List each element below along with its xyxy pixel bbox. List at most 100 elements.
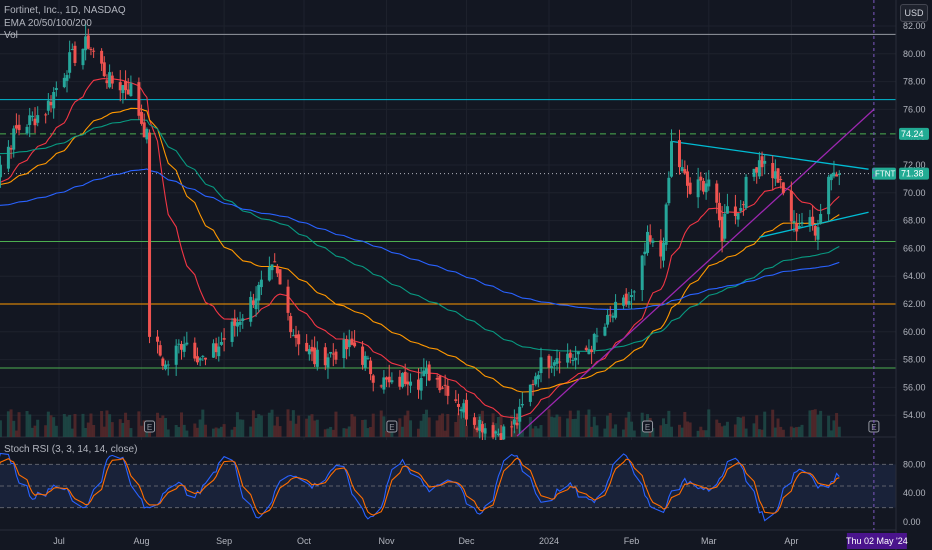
volume-bar bbox=[795, 427, 799, 437]
volume-bar bbox=[438, 415, 442, 437]
candle-body bbox=[608, 314, 612, 316]
candle-body bbox=[701, 180, 705, 192]
volume-bar bbox=[590, 426, 594, 437]
candle-body bbox=[534, 376, 538, 385]
candle-body bbox=[717, 202, 721, 221]
candle-body bbox=[275, 266, 279, 274]
candle-body bbox=[480, 424, 484, 433]
candle-body bbox=[81, 48, 85, 66]
volume-bar bbox=[238, 419, 242, 437]
currency-button[interactable]: USD bbox=[900, 4, 928, 22]
price-tag-label: 71.38 bbox=[901, 169, 924, 179]
volume-bar bbox=[241, 419, 245, 437]
volume-bar bbox=[571, 419, 575, 437]
volume-bar bbox=[827, 415, 831, 437]
candle-body bbox=[440, 387, 444, 389]
candle-body bbox=[180, 344, 183, 350]
candle-body bbox=[238, 321, 242, 325]
candle-body bbox=[835, 174, 839, 177]
volume-bar bbox=[584, 414, 588, 437]
candle-body bbox=[9, 148, 13, 150]
volume-bar bbox=[446, 414, 450, 437]
volume-bar bbox=[409, 420, 413, 437]
candle-body bbox=[627, 301, 631, 305]
candle-body bbox=[217, 346, 221, 357]
volume-bar bbox=[520, 430, 524, 437]
candle-body bbox=[30, 115, 34, 118]
candlesticks bbox=[0, 24, 841, 449]
volume-bar bbox=[670, 426, 673, 437]
candle-body bbox=[496, 433, 500, 435]
volume-bar bbox=[651, 428, 655, 437]
candle-body bbox=[539, 357, 543, 374]
volume-bar bbox=[230, 429, 234, 437]
candle-body bbox=[813, 225, 817, 236]
volume-bar bbox=[278, 426, 282, 437]
price-axis-bg bbox=[896, 0, 932, 550]
candle-body bbox=[201, 355, 205, 357]
volume-bar bbox=[835, 413, 839, 437]
price-tick: 70.00 bbox=[903, 188, 926, 198]
candle-body bbox=[361, 346, 365, 365]
volume-bar bbox=[345, 428, 349, 437]
candle-body bbox=[520, 404, 524, 406]
volume-bar bbox=[622, 429, 626, 437]
volume-bar bbox=[755, 415, 759, 437]
candle-body bbox=[776, 168, 780, 183]
price-tick: 56.00 bbox=[903, 382, 926, 392]
candle-body bbox=[371, 375, 375, 383]
volume-bar bbox=[294, 423, 298, 437]
candle-body bbox=[0, 164, 2, 178]
volume-bar bbox=[124, 412, 128, 437]
candle-body bbox=[310, 346, 314, 352]
volume-bar bbox=[744, 428, 748, 437]
candle-body bbox=[648, 235, 652, 242]
volume-bar bbox=[211, 428, 215, 437]
candle-body bbox=[28, 115, 32, 125]
candle-body bbox=[760, 156, 764, 168]
candle-body bbox=[779, 179, 783, 181]
candle-body bbox=[568, 352, 572, 358]
candle-body bbox=[222, 338, 226, 340]
volume-bar bbox=[837, 426, 841, 437]
candle-body bbox=[574, 357, 578, 361]
price-tick: 76.00 bbox=[903, 104, 926, 114]
candle-body bbox=[161, 358, 165, 366]
price-tick: 64.00 bbox=[903, 271, 926, 281]
candle-body bbox=[688, 182, 692, 194]
volume-bar bbox=[733, 424, 737, 437]
volume-bar bbox=[811, 409, 815, 437]
candle-body bbox=[425, 368, 428, 374]
candle-body bbox=[70, 49, 74, 51]
volume-bar bbox=[286, 409, 290, 437]
candle-body bbox=[531, 384, 535, 386]
volume-bar bbox=[531, 428, 535, 437]
volume-bar bbox=[313, 420, 317, 437]
candle-body bbox=[100, 50, 104, 64]
volume-bar bbox=[251, 410, 255, 437]
candle-body bbox=[105, 80, 109, 84]
volume-bar bbox=[459, 418, 463, 437]
candle-body bbox=[547, 355, 551, 368]
level-tag-label: 74.24 bbox=[901, 129, 924, 139]
candle-body bbox=[177, 343, 181, 345]
candle-body bbox=[587, 349, 591, 355]
volume-bar bbox=[611, 428, 615, 437]
volume-bar bbox=[275, 416, 279, 437]
candle-body bbox=[536, 374, 540, 380]
candle-body bbox=[685, 171, 689, 186]
candle-body bbox=[630, 295, 634, 297]
candle-body bbox=[733, 206, 737, 217]
volume-bar bbox=[289, 420, 293, 437]
volume-bar bbox=[267, 412, 271, 437]
volume-bar bbox=[781, 429, 785, 437]
volume-bar bbox=[62, 413, 66, 437]
volume-bar bbox=[6, 411, 10, 437]
volume-bar bbox=[558, 416, 562, 437]
price-tick: 60.00 bbox=[903, 327, 926, 337]
candle-body bbox=[723, 213, 727, 239]
candle-body bbox=[632, 291, 636, 293]
volume-bar bbox=[701, 430, 705, 437]
volume-bar bbox=[46, 411, 50, 437]
